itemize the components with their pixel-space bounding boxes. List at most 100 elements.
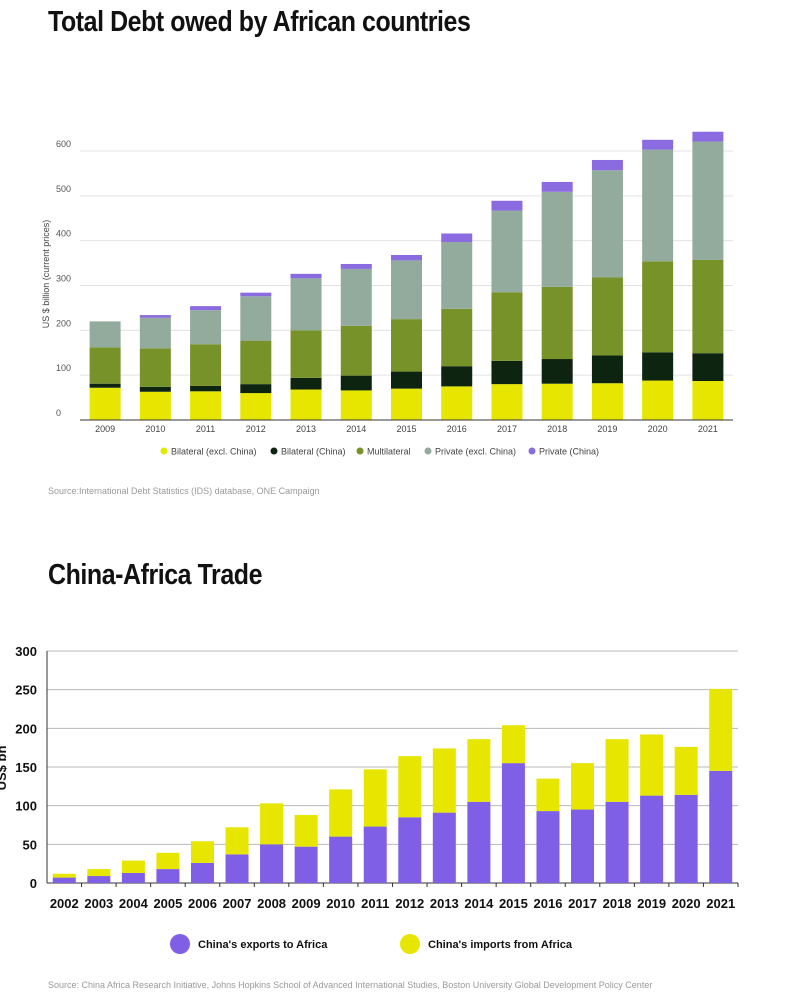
bar-segment [340, 375, 372, 391]
bar-segment [640, 734, 664, 796]
bar-segment [441, 366, 473, 387]
x-tick-label: 2016 [447, 424, 467, 434]
bar-segment [290, 377, 322, 390]
bar-segment [240, 292, 272, 297]
bar-segment [391, 388, 422, 420]
x-tick-label: 2012 [246, 424, 266, 434]
bar-segment [441, 233, 473, 243]
bar-segment [156, 852, 180, 870]
bar-segment [432, 812, 456, 883]
legend-marker [170, 934, 190, 954]
bar-segment [541, 383, 573, 420]
bar-segment [190, 391, 222, 420]
bar-segment [642, 352, 674, 381]
legend-label: Bilateral (excl. China) [171, 447, 257, 457]
bar-segment [121, 860, 145, 873]
x-tick-label: 2004 [119, 896, 149, 911]
x-tick-label: 2006 [188, 896, 217, 911]
bar-segment [674, 794, 698, 883]
bar-segment [294, 814, 318, 847]
y-tick-label: 100 [15, 799, 37, 814]
bar-segment [591, 159, 623, 171]
bar-segment [491, 360, 523, 385]
bar-segment [139, 386, 171, 392]
x-tick-label: 2014 [346, 424, 366, 434]
bar-segment [89, 383, 121, 388]
bar-segment [674, 746, 698, 795]
bar-segment [432, 748, 456, 813]
bar-segment [190, 310, 222, 345]
y-tick-label: 300 [56, 274, 71, 284]
legend-marker [270, 447, 278, 455]
bar-segment [642, 261, 674, 353]
bar-segment [391, 371, 422, 389]
bar-segment [363, 826, 387, 883]
bar-segment [536, 811, 560, 883]
bar-segment [340, 325, 372, 376]
bar-segment [89, 387, 121, 420]
legend-label: Multilateral [367, 447, 411, 457]
bar-segment [89, 321, 121, 348]
bar-segment [391, 319, 422, 372]
y-tick-label: 200 [56, 318, 71, 328]
bar-segment [692, 141, 724, 260]
chart-title-trade: China-Africa Trade [48, 559, 263, 591]
x-tick-label: 2005 [153, 896, 182, 911]
x-tick-label: 2011 [361, 896, 389, 911]
x-tick-label: 2012 [395, 896, 424, 911]
bar-segment [491, 210, 523, 293]
bar-segment [591, 383, 623, 420]
x-tick-label: 2018 [603, 896, 632, 911]
x-tick-label: 2018 [547, 424, 567, 434]
legend-label: Private (excl. China) [435, 447, 516, 457]
bar-segment [591, 277, 623, 356]
bar-segment [571, 763, 595, 810]
bar-segment [139, 391, 171, 420]
bar-segment [541, 191, 573, 287]
bar-segment [190, 344, 222, 386]
bar-segment [225, 854, 249, 883]
x-tick-label: 2002 [50, 896, 79, 911]
bar-segment [139, 348, 171, 387]
bar-segment [501, 725, 525, 764]
chart-title-debt: Total Debt owed by African countries [48, 6, 471, 38]
bar-segment [591, 170, 623, 278]
bar-segment [642, 149, 674, 262]
bar-segment [139, 315, 171, 318]
x-tick-label: 2008 [257, 896, 286, 911]
bar-segment [398, 756, 422, 818]
bar-segment [260, 844, 284, 883]
bar-segment [363, 769, 387, 827]
bar-segment [571, 809, 595, 883]
bar-segment [156, 869, 180, 883]
y-axis-label: US$ bn [0, 746, 9, 791]
x-tick-label: 2009 [95, 424, 115, 434]
bar-segment [441, 386, 473, 420]
bar-segment [340, 390, 372, 420]
bar-segment [190, 385, 222, 392]
bar-segment [692, 353, 724, 381]
bar-segment [692, 380, 724, 420]
bar-segment [290, 389, 322, 420]
x-tick-label: 2013 [296, 424, 316, 434]
bar-segment [391, 260, 422, 320]
debt-chart: 0 100 200 300 400 500 600 2009 2010 2011 2012 2013 2… [41, 131, 733, 457]
bar-segment [441, 308, 473, 367]
bar-segment [692, 131, 724, 142]
bar-segment [87, 869, 111, 877]
bar-segment [541, 181, 573, 192]
bar-segment [89, 347, 121, 384]
bar-segment [240, 384, 272, 394]
bar-segment [87, 876, 111, 883]
bar-segment [441, 242, 473, 309]
legend-marker [160, 447, 168, 455]
legend-label: Private (China) [539, 447, 599, 457]
x-tick-label: 2021 [698, 424, 718, 434]
bar-segment [709, 688, 733, 771]
y-axis-label: US $ billion (current prices) [41, 220, 51, 329]
y-tick-label: 500 [56, 184, 71, 194]
y-tick-label: 400 [56, 229, 71, 239]
x-tick-label: 2014 [464, 896, 494, 911]
x-tick-label: 2015 [499, 896, 528, 911]
bar-segment [467, 801, 491, 883]
